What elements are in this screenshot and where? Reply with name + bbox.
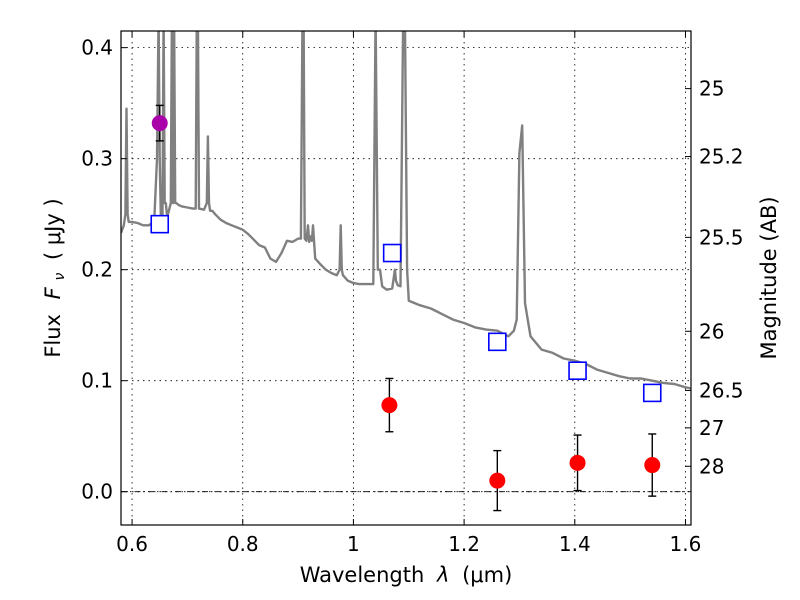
model-photometry-point — [382, 243, 402, 263]
plot-frame — [120, 30, 692, 526]
x-tick-label: 1.4 — [559, 532, 591, 556]
mag-tick-label: 25 — [699, 77, 724, 101]
mag-tick-label: 25.5 — [699, 225, 744, 249]
y-axis-label: Flux F ν ( μJy ) — [41, 198, 69, 357]
y-axis-label-sub: ν — [52, 273, 68, 281]
y-axis-label-prefix: Flux — [41, 314, 65, 358]
y-tick-label: 0.1 — [81, 369, 113, 393]
observed-photometry-point — [644, 457, 661, 474]
model-photometry-point — [642, 383, 662, 403]
observed-photometry-point — [151, 115, 168, 132]
x-tick-label: 1 — [347, 532, 360, 556]
x-tick-label: 0.6 — [116, 532, 148, 556]
spectrum-line — [121, 31, 691, 390]
mag-tick-label: 26 — [699, 319, 724, 343]
model-photometry-point — [568, 361, 587, 380]
y-axis-label-symbol: F — [41, 286, 65, 299]
x-axis-label: Wavelength λ (μm) — [300, 563, 513, 587]
mag-tick-label: 27 — [699, 416, 724, 440]
observed-photometry-point — [489, 472, 506, 489]
mag-tick-label: 25.2 — [699, 145, 744, 169]
y2-axis-label: Magnitude (AB) — [757, 196, 781, 359]
x-axis-label-unit: (μm) — [462, 563, 512, 587]
x-tick-label: 1.6 — [670, 532, 702, 556]
y-tick-label: 0.4 — [81, 36, 113, 60]
axis-ticks: 0.6 0.8 1 1.2 1.4 1.6 0.0 0.1 0.2 0.3 0.4 25 25.2 25.… — [81, 31, 744, 556]
x-tick-label: 1.2 — [448, 532, 480, 556]
mag-tick-label: 28 — [699, 454, 724, 478]
y-axis-label-unit: ( μJy ) — [41, 198, 65, 260]
x-tick-label: 0.8 — [227, 532, 259, 556]
x-axis-label-text: Wavelength — [300, 563, 425, 587]
observed-photometry-point — [381, 397, 398, 414]
model-photometry-point — [488, 332, 507, 352]
y-tick-label: 0.2 — [81, 258, 113, 282]
observed-photometry-point — [569, 454, 586, 471]
mag-tick-label: 26.5 — [699, 378, 744, 402]
plot-area — [121, 31, 691, 512]
y-tick-label: 0.3 — [81, 147, 113, 171]
x-axis-label-symbol: λ — [436, 563, 449, 587]
model-photometry-point — [150, 214, 170, 234]
y-tick-label: 0.0 — [81, 480, 113, 504]
